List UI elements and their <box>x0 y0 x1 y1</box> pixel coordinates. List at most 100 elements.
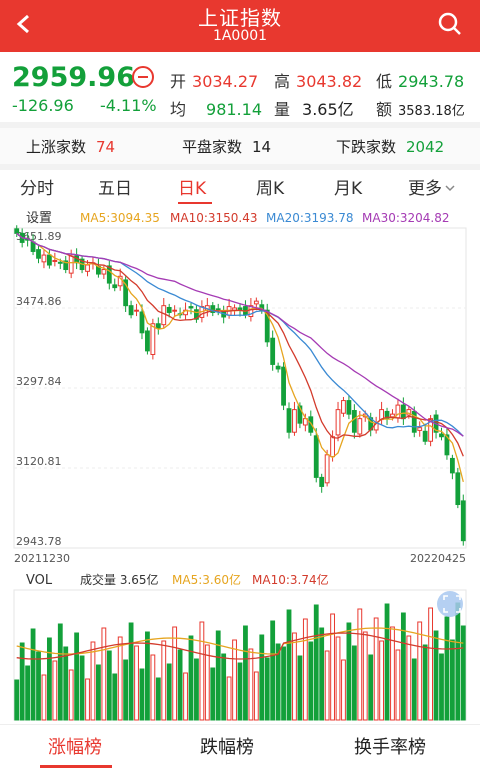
candle-body <box>346 400 352 415</box>
volume-bar <box>444 616 450 721</box>
y-tick-label: 3474.86 <box>16 295 62 308</box>
volume-bar <box>36 651 41 721</box>
market-breadth: 上涨家数 74 平盘家数 14 下跌家数 2042 <box>0 128 480 164</box>
search-icon <box>438 12 461 35</box>
candle-body <box>172 309 178 312</box>
volume-bar <box>330 613 335 721</box>
volume-item: 量 3.65亿 <box>274 96 354 120</box>
tab-intraday[interactable]: 分时 <box>20 179 54 199</box>
y-tick-label: 3120.81 <box>16 455 62 468</box>
tab-top-gainers[interactable]: 涨幅榜 <box>48 737 102 758</box>
volume-bar <box>395 649 401 721</box>
volume-bar <box>79 655 85 721</box>
volume-bar <box>270 620 276 721</box>
candle-body <box>428 418 434 442</box>
volume-bar <box>194 658 199 721</box>
page-title: 上证指数 <box>198 6 282 30</box>
candle-body <box>139 311 145 334</box>
tab-top-losers[interactable]: 跌幅榜 <box>200 737 254 758</box>
expand-icon <box>443 595 461 613</box>
ma30-legend: MA30:3204.82 <box>362 211 450 225</box>
tab-weekly-k[interactable]: 周K <box>256 179 285 199</box>
tab-five-day[interactable]: 五日 <box>98 179 132 199</box>
volume-bar <box>68 669 74 721</box>
volume-bar <box>460 625 466 721</box>
volume-bar <box>384 603 390 721</box>
down-value: 2042 <box>406 138 445 156</box>
candle-body <box>411 410 417 433</box>
amount-label: 额 <box>376 100 393 119</box>
up-count: 上涨家数 74 <box>26 136 115 157</box>
tab-monthly-k[interactable]: 月K <box>334 179 363 199</box>
candle-body <box>63 260 69 271</box>
ma30-line <box>16 232 464 437</box>
minus-circle-icon[interactable] <box>132 66 154 88</box>
volume-ma-lines <box>16 627 464 660</box>
candle-body <box>85 264 90 272</box>
volume-bar <box>221 653 227 721</box>
volume-bar <box>134 645 139 721</box>
x-start-label: 20211230 <box>14 552 70 565</box>
volume-bar <box>123 659 129 721</box>
current-price: 2959.96 <box>12 62 135 93</box>
candle-body <box>357 418 363 435</box>
volume-label: 量 <box>274 100 291 119</box>
tab-more-label: 更多 <box>408 179 442 199</box>
volume-bar <box>90 641 96 721</box>
candle-body <box>275 365 281 370</box>
high-item: 高 3043.82 <box>274 68 362 92</box>
search-button[interactable] <box>434 8 466 40</box>
candle-body <box>248 305 254 318</box>
candle-body <box>422 430 428 442</box>
volume-bar <box>150 654 156 721</box>
x-end-label: 20220425 <box>410 552 466 565</box>
volume-value: 3.65亿 <box>302 100 354 119</box>
candle-body <box>36 249 41 259</box>
volume-bar <box>30 628 36 721</box>
candle-body <box>335 409 341 436</box>
volume-bar <box>264 657 270 721</box>
volume-bar <box>139 668 145 721</box>
volume-bar <box>215 630 221 721</box>
candle-body <box>46 254 52 266</box>
avg-item: 均 981.14 <box>170 96 262 120</box>
volume-bar <box>341 659 346 721</box>
price-change: -126.96 <box>12 96 74 115</box>
open-value: 3034.27 <box>192 72 259 91</box>
volume-bar <box>357 608 363 721</box>
volume-bar <box>177 649 183 721</box>
settings-link[interactable]: 设置 <box>26 211 52 226</box>
candle-body <box>449 457 455 474</box>
up-value: 74 <box>96 138 116 156</box>
fullscreen-button[interactable] <box>437 591 463 617</box>
volume-bars <box>14 602 466 721</box>
candle-body <box>319 476 325 487</box>
candle-body <box>390 413 395 418</box>
candle-body <box>215 308 221 311</box>
k-line-chart[interactable]: 设置 MA5:3094.35 MA10:3150.43 MA20:3193.78… <box>0 206 480 726</box>
candle-body <box>308 416 314 433</box>
volume-bar <box>41 674 47 721</box>
volume-bar <box>188 635 194 721</box>
tab-turnover[interactable]: 换手率榜 <box>354 737 426 758</box>
volume-bar <box>292 632 297 721</box>
candle-body <box>194 309 199 320</box>
volume-bar <box>253 671 259 721</box>
volume-bar <box>319 627 325 721</box>
volume-bar <box>166 663 172 721</box>
tab-daily-k[interactable]: 日K <box>178 179 207 199</box>
volume-bar <box>96 664 101 721</box>
open-item: 开 3034.27 <box>170 68 258 92</box>
candle-body <box>41 254 47 263</box>
candle-body <box>455 472 461 506</box>
y-tick-label: 3297.84 <box>16 375 62 388</box>
volume-bar <box>232 639 237 721</box>
back-button[interactable] <box>8 8 40 40</box>
volume-bar <box>346 622 352 721</box>
candle-body <box>210 305 216 313</box>
volume-bar <box>101 627 107 721</box>
avg-value: 981.14 <box>206 100 262 119</box>
tab-more[interactable]: 更多 <box>408 174 456 199</box>
vol-value-legend: 成交量 3.65亿 <box>80 572 159 587</box>
volume-bar <box>362 631 368 721</box>
